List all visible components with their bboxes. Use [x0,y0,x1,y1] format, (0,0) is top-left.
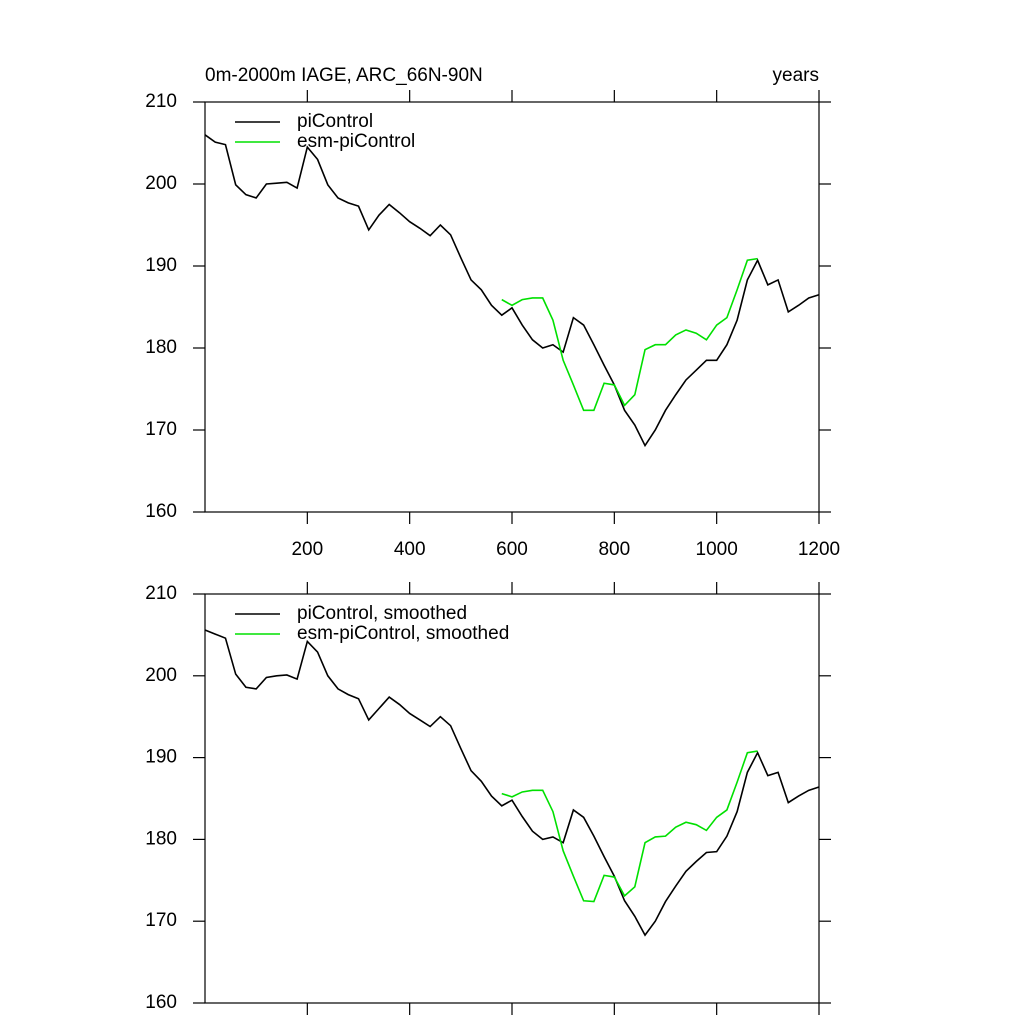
legend-label: piControl [297,111,373,132]
x-tick-label: 800 [598,539,630,560]
y-tick-label: 170 [145,910,177,931]
data-line [204,629,820,937]
y-tick-label: 170 [145,419,177,440]
y-tick-label: 210 [145,91,177,112]
x-tick-label: 400 [394,539,426,560]
units-label: years [773,65,819,86]
y-tick-label: 160 [145,992,177,1013]
data-line [501,257,758,412]
data-line [204,134,820,448]
plot-frame [204,593,820,1004]
legend-label: piControl, smoothed [297,603,467,624]
legend-label: esm-piControl, smoothed [297,623,509,644]
legend-label: esm-piControl [297,131,415,152]
y-tick-label: 200 [145,173,177,194]
x-tick-label: 200 [291,539,323,560]
y-tick-label: 190 [145,747,177,768]
y-tick-label: 200 [145,665,177,686]
y-tick-label: 180 [145,828,177,849]
y-tick-label: 190 [145,255,177,276]
y-tick-label: 210 [145,583,177,604]
data-line [501,750,758,903]
x-tick-label: 1000 [696,539,738,560]
y-tick-label: 160 [145,501,177,522]
x-tick-label: 600 [496,539,528,560]
y-tick-label: 180 [145,337,177,358]
chart-title: 0m-2000m IAGE, ARC_66N-90N [205,65,483,86]
x-tick-label: 1200 [798,539,840,560]
